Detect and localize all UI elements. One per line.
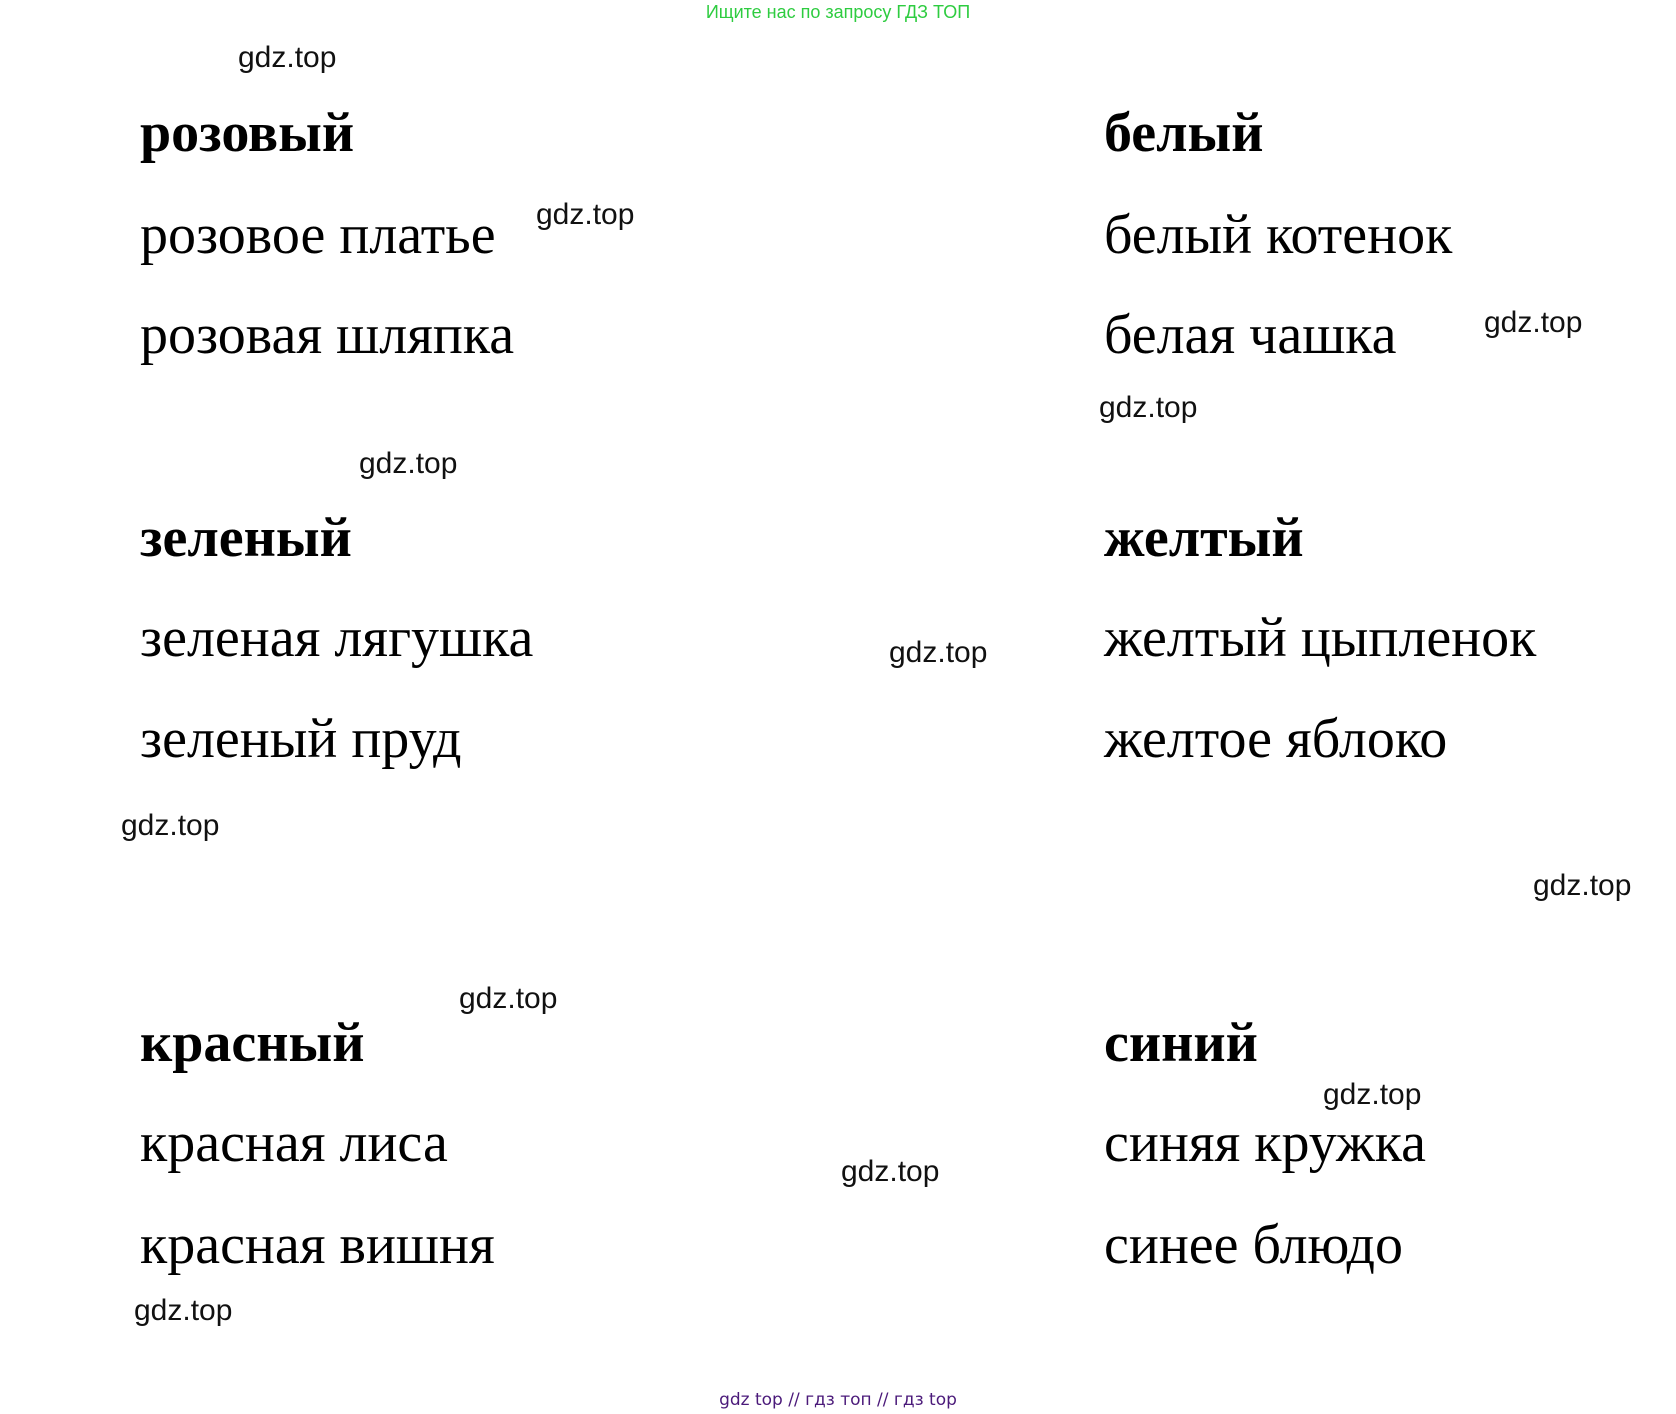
phrase: розовое платье — [140, 204, 496, 266]
group-title: синий — [1104, 1012, 1258, 1074]
phrase: белый котенок — [1104, 204, 1453, 266]
watermark: gdz.top — [238, 41, 337, 74]
group-title: розовый — [140, 102, 355, 164]
phrase: розовая шляпка — [140, 304, 515, 366]
phrase: синяя кружка — [1104, 1112, 1426, 1174]
watermark: gdz.top — [1323, 1078, 1422, 1111]
group-title: зеленый — [140, 507, 352, 569]
watermark: gdz.top — [1099, 391, 1198, 424]
group-title: красный — [140, 1012, 365, 1074]
watermark: gdz.top — [134, 1294, 233, 1327]
group-title: желтый — [1104, 507, 1304, 569]
watermark: gdz.top — [536, 198, 635, 231]
phrase: синее блюдо — [1104, 1214, 1404, 1276]
group-title: белый — [1104, 102, 1264, 164]
search-hint-header: Ищите нас по запросу ГДЗ ТОП — [705, 2, 971, 22]
phrase: красная вишня — [140, 1214, 495, 1276]
phrase: белая чашка — [1104, 304, 1397, 366]
phrase: зеленый пруд — [140, 708, 462, 770]
watermark: gdz.top — [841, 1155, 940, 1188]
phrase: желтый цыпленок — [1104, 607, 1537, 669]
phrase: красная лиса — [140, 1112, 448, 1174]
watermark: gdz.top — [359, 447, 458, 480]
footer-links: gdz top // гдз топ // гдз top — [719, 1390, 957, 1410]
phrase: желтое яблоко — [1104, 708, 1448, 770]
watermark: gdz.top — [1533, 869, 1632, 902]
phrase: зеленая лягушка — [140, 607, 534, 669]
watermark: gdz.top — [121, 809, 220, 842]
watermark: gdz.top — [1484, 306, 1583, 339]
watermark: gdz.top — [459, 982, 558, 1015]
watermark: gdz.top — [889, 636, 988, 669]
